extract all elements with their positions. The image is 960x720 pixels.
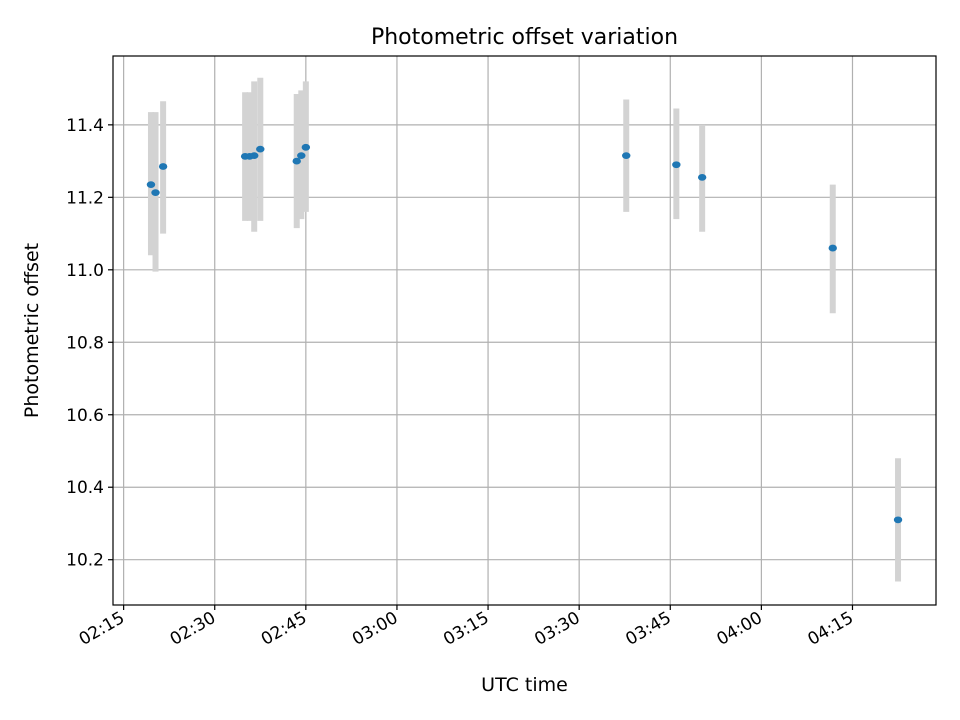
data-point [672, 161, 681, 169]
data-point [828, 244, 837, 252]
x-axis-ticks: 02:15 02:30 02:45 03:00 03:15 03:30 03:45 04:00… [76, 605, 857, 650]
data-point [297, 152, 306, 160]
y-tick-label: 11.4 [66, 116, 104, 136]
data-point [292, 157, 301, 165]
data-point [301, 143, 311, 151]
y-tick-label: 11.0 [66, 261, 104, 281]
x-tick-label: 02:15 [76, 608, 128, 650]
data-point [250, 152, 259, 160]
x-tick-label: 03:00 [349, 608, 401, 650]
x-axis-label: UTC time [481, 674, 568, 696]
data-point [697, 173, 707, 181]
x-tick-label: 04:15 [805, 608, 857, 650]
y-tick-label: 10.4 [66, 478, 104, 498]
y-axis-ticks: 10.2 10.4 10.6 10.8 11.0 11.2 11.4 [66, 116, 113, 571]
y-tick-label: 10.6 [66, 406, 104, 426]
grid [113, 56, 936, 605]
x-tick-label: 04:00 [713, 608, 765, 650]
data-point [893, 516, 903, 524]
plot-frame [112, 55, 937, 606]
error-bars [147, 77, 902, 582]
x-tick-label: 03:30 [531, 608, 583, 650]
data-point [256, 145, 265, 153]
data-point [622, 152, 631, 160]
y-tick-label: 10.2 [66, 551, 104, 571]
data-point [146, 181, 156, 189]
y-axis-label: Photometric offset [21, 243, 43, 418]
data-point [151, 189, 160, 197]
data-point [158, 163, 168, 170]
y-tick-label: 10.8 [66, 333, 104, 353]
data-points [146, 143, 903, 524]
x-tick-label: 03:45 [622, 608, 674, 650]
chart-title: Photometric offset variation [371, 25, 678, 50]
x-tick-label: 02:30 [167, 608, 219, 650]
x-tick-label: 03:15 [440, 608, 492, 650]
y-tick-label: 11.2 [66, 188, 104, 208]
x-tick-label: 02:45 [258, 608, 310, 650]
